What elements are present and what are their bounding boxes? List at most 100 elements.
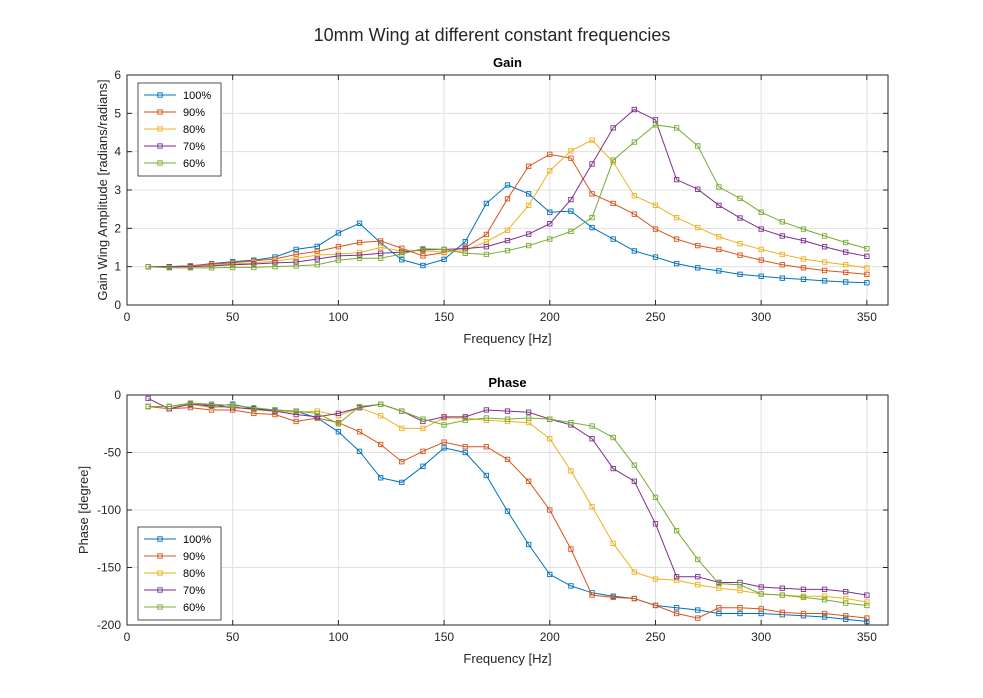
data-point [356,220,363,226]
data-point [230,402,236,408]
data-point [335,410,342,417]
data-point [272,264,278,270]
data-point [378,401,384,407]
legend-marker [157,570,163,576]
data-point [800,276,807,282]
data-point [378,250,384,256]
data-point [378,244,384,251]
data-point [695,615,701,621]
x-tick-label: 300 [751,630,771,644]
data-point [399,251,405,257]
data-point [695,186,701,192]
data-point [525,478,532,484]
data-point [758,591,764,597]
legend-marker [157,160,163,166]
data-point [356,252,363,258]
data-point [716,202,722,208]
data-point [441,439,447,445]
data-point [356,429,363,435]
data-point [695,582,701,588]
data-point [568,419,574,426]
data-point [568,208,574,214]
data-point [779,275,785,281]
x-tick-label: 0 [124,630,131,644]
data-point [589,214,595,221]
data-point [758,273,764,279]
data-point [800,586,807,593]
data-point [378,255,384,261]
series-line [148,124,867,269]
data-point [864,280,870,286]
y-tick-label: 3 [114,183,121,197]
data-point [420,245,426,252]
data-point [166,265,172,271]
data-point [631,193,637,199]
y-axis-label: Phase [degree] [76,466,91,554]
plot-title: Gain [493,55,522,70]
data-point [356,239,363,246]
legend-marker [157,92,163,98]
y-tick-label: 0 [114,298,121,312]
x-tick-label: 350 [857,630,877,644]
data-point [695,265,701,271]
data-point [821,593,828,599]
data-point [547,209,553,215]
series-90pct [145,403,870,621]
legend-item: 80% [144,124,205,136]
data-point [399,408,405,414]
data-point [673,176,680,183]
data-point [864,271,870,277]
legend-label: 90% [183,107,205,119]
data-point [610,434,616,441]
data-point [441,445,447,451]
data-point [525,541,532,548]
data-point [547,571,553,578]
data-point [800,237,807,244]
data-point [504,182,511,188]
data-point [483,415,490,421]
y-axis-label: Gain Wing Amplitude [radians/radians] [95,79,110,300]
legend-item: 70% [144,141,205,153]
data-point [610,157,616,163]
data-point [293,408,299,414]
data-point [758,257,764,263]
data-point [335,244,342,250]
data-point [652,602,659,609]
legend-item: 80% [144,568,205,580]
data-point [568,196,574,203]
y-tick-label: 6 [114,68,121,82]
series-60pct [145,400,870,609]
legend-label: 80% [183,124,205,136]
data-point [695,224,701,231]
data-point [399,479,405,486]
data-point [821,614,828,620]
data-point [525,191,532,197]
data-point [420,253,426,259]
data-point [589,423,595,429]
data-point [568,155,574,161]
x-tick-label: 50 [226,310,240,324]
y-tick-label: 1 [114,260,121,274]
data-point [631,595,637,602]
data-point [652,202,659,208]
data-point [652,254,659,260]
data-point [779,592,785,598]
data-point [589,503,595,510]
data-point [314,262,320,268]
x-tick-label: 100 [328,310,348,324]
legend-item: 90% [144,107,205,119]
figure-title: 10mm Wing at different constant frequenc… [314,25,671,45]
plot-phase: 0 50 100 150 200 250 300 350 -200 -150 -100 -50 0 Pha… [76,375,889,666]
data-point [399,425,405,431]
data-point [631,106,637,113]
data-point [652,122,659,128]
legend-label: 100% [183,534,211,546]
data-point [843,269,849,276]
data-point [821,267,828,274]
data-point [314,256,320,262]
data-point [821,597,828,603]
data-point [821,233,828,239]
legend-item: 90% [144,551,205,563]
